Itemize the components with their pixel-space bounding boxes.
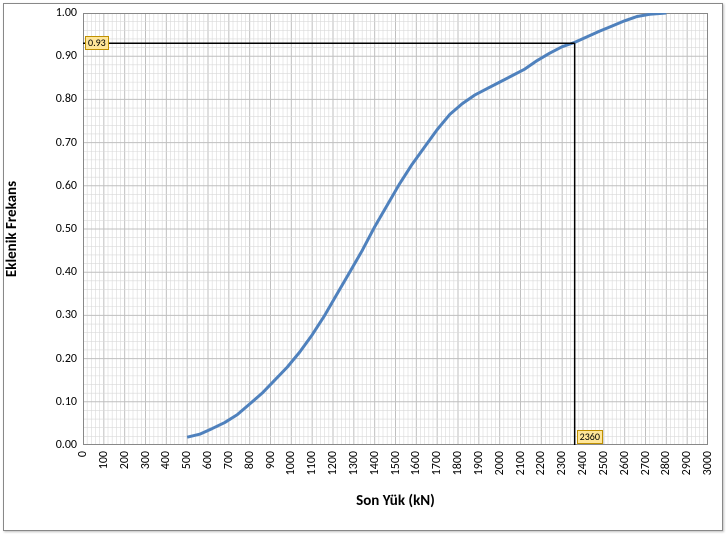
x-tick-label: 600: [201, 451, 215, 469]
x-tick-label: 1200: [326, 451, 340, 475]
x-tick-label: 200: [118, 451, 132, 469]
y-tick-label: 0.50: [56, 222, 77, 236]
y-tick-label: 0.30: [56, 308, 77, 322]
x-tick-label: 1000: [284, 451, 298, 475]
chart-svg: [83, 13, 708, 445]
y-tick-label: 0.20: [56, 352, 77, 366]
x-tick-label: 1600: [409, 451, 423, 475]
y-tick-label: 1.00: [56, 6, 77, 20]
x-tick-label: 1500: [389, 451, 403, 475]
x-axis-title: Son Yük (kN): [356, 492, 435, 510]
x-tick-label: 1400: [368, 451, 382, 475]
x-tick-label: 900: [264, 451, 278, 469]
x-tick-label: 1100: [305, 451, 319, 475]
x-tick-label: 2600: [618, 451, 632, 475]
x-tick-label: 2500: [597, 451, 611, 475]
x-tick-label: 2100: [514, 451, 528, 475]
y-tick-label: 0.60: [56, 179, 77, 193]
x-marker-label: 2360: [577, 430, 603, 444]
x-tick-label: 1700: [430, 451, 444, 475]
y-marker-label: 0.93: [85, 36, 109, 50]
y-tick-label: 0.70: [56, 136, 77, 150]
x-tick-label: 400: [159, 451, 173, 469]
x-tick-label: 3000: [701, 451, 715, 475]
x-tick-label: 700: [222, 451, 236, 469]
x-tick-label: 1800: [451, 451, 465, 475]
y-tick-label: 0.00: [56, 438, 77, 452]
y-tick-label: 0.40: [56, 265, 77, 279]
x-tick-label: 1300: [347, 451, 361, 475]
y-axis-title: Eklenik Frekans: [3, 181, 21, 277]
x-tick-label: 2800: [659, 451, 673, 475]
x-tick-label: 500: [180, 451, 194, 469]
x-tick-label: 100: [97, 451, 111, 469]
x-tick-label: 2000: [493, 451, 507, 475]
x-tick-label: 2300: [555, 451, 569, 475]
x-tick-label: 0: [76, 451, 90, 457]
x-tick-label: 300: [139, 451, 153, 469]
x-tick-label: 2900: [680, 451, 694, 475]
x-tick-label: 800: [243, 451, 257, 469]
x-tick-label: 2400: [576, 451, 590, 475]
x-tick-label: 1900: [472, 451, 486, 475]
x-tick-label: 2700: [639, 451, 653, 475]
y-tick-label: 0.10: [56, 395, 77, 409]
y-tick-label: 0.80: [56, 92, 77, 106]
x-tick-label: 2200: [534, 451, 548, 475]
y-tick-label: 0.90: [56, 49, 77, 63]
plot-area: [83, 13, 708, 445]
